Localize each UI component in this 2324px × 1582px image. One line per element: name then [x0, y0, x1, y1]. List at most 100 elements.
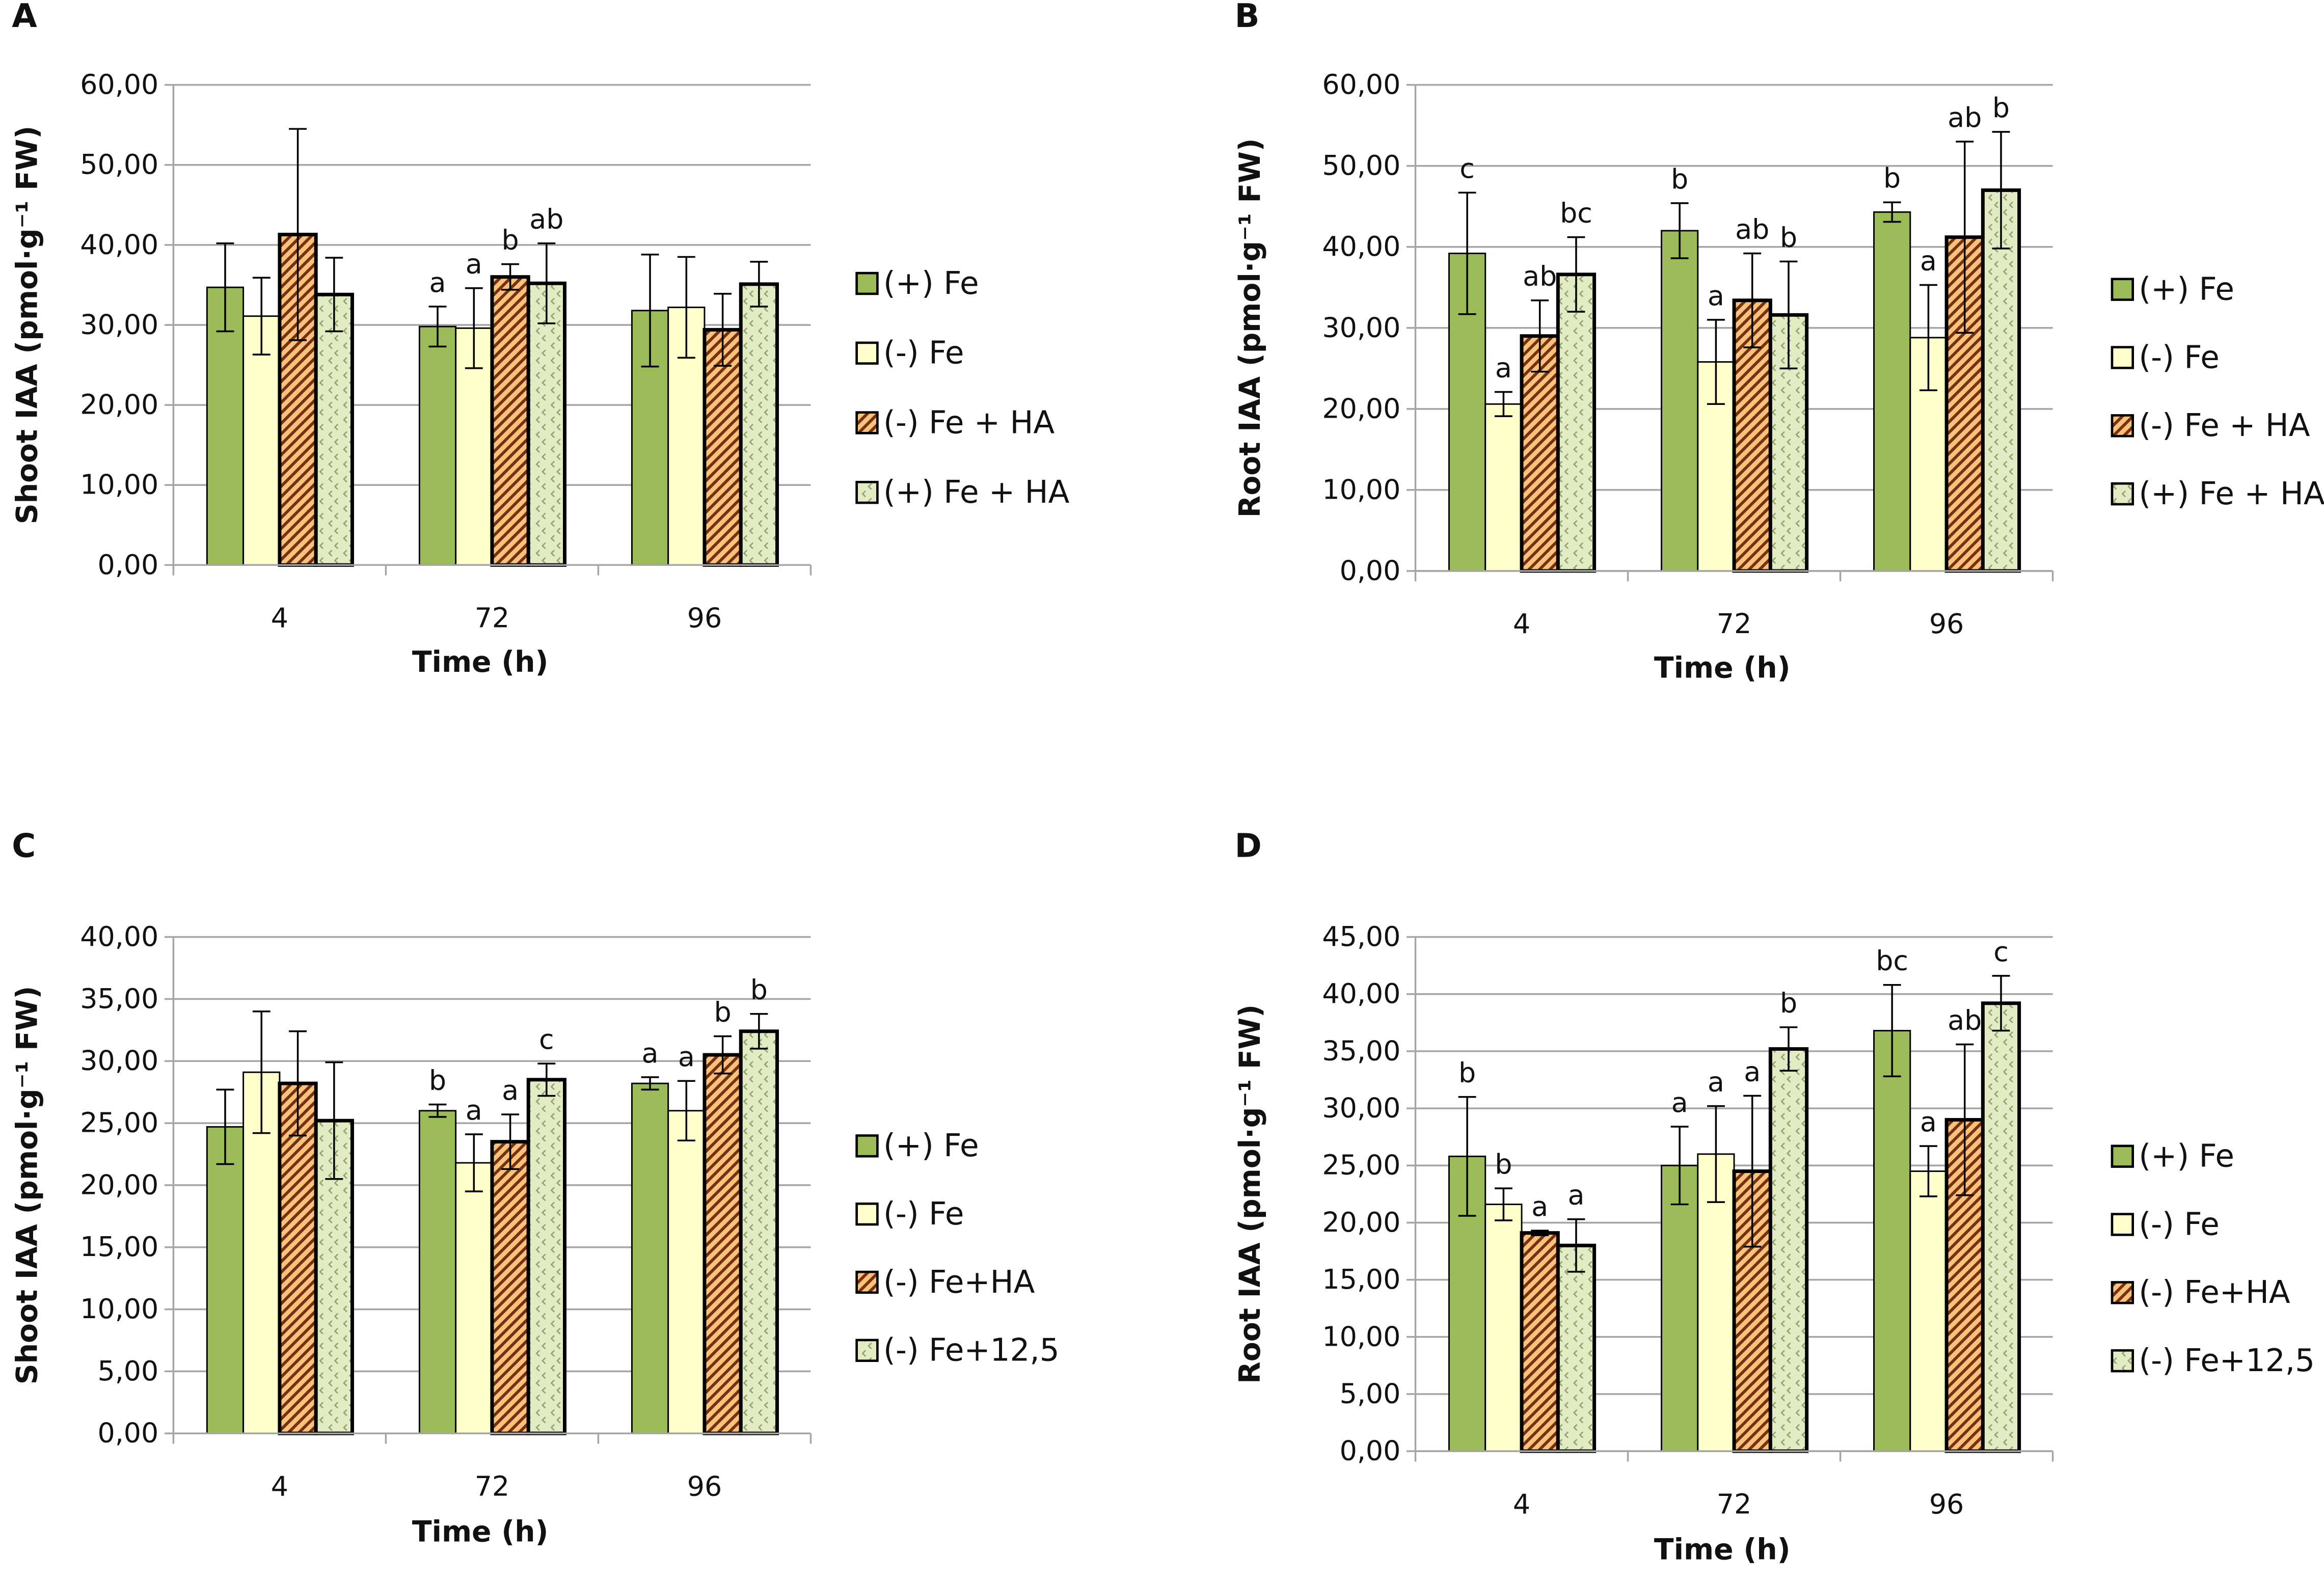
bar-dots: [1556, 1243, 1597, 1453]
y-axis-title: Root IAA (pmol·g⁻¹ FW): [1233, 138, 1267, 517]
legend-label: (-) Fe: [2139, 1206, 2219, 1242]
legend-swatch-hatch: [855, 1270, 879, 1294]
y-tick-label: 20,00: [80, 1168, 158, 1201]
legend-label: (-) Fe: [2139, 339, 2219, 375]
legend-swatch-solid-cream: [855, 341, 879, 365]
legend-swatch-solid-green: [855, 271, 879, 295]
legend-swatch-dots: [2111, 1349, 2134, 1373]
bar-hatch: [490, 1140, 530, 1435]
bar-hatch: [702, 1053, 743, 1435]
legend-label: (-) Fe+12,5: [883, 1332, 1060, 1369]
x-axis-title: Time (h): [412, 1515, 549, 1549]
y-tick-label: 25,00: [1322, 1149, 1400, 1181]
significance-letter: a: [1568, 1179, 1584, 1211]
significance-letter: b: [750, 974, 768, 1006]
x-axis-title: Time (h): [412, 645, 549, 679]
y-axis-title: Root IAA (pmol·g⁻¹ FW): [1233, 1004, 1267, 1384]
bar-dots: [314, 292, 354, 567]
x-axis-title: Time (h): [1654, 651, 1791, 685]
bar-hatch: [490, 275, 530, 567]
significance-letter: a: [678, 1041, 695, 1073]
y-tick-label: 15,00: [1322, 1263, 1400, 1295]
bar-dots: [526, 1078, 566, 1435]
panel-label: B: [1235, 0, 1260, 35]
legend-label: (-) Fe + HA: [883, 404, 1055, 441]
significance-letter: b: [1458, 1057, 1476, 1089]
x-tick-label: 4: [271, 1470, 288, 1502]
x-tick-label: 4: [271, 602, 288, 634]
y-tick-label: 20,00: [80, 389, 158, 421]
bar-dots: [739, 282, 779, 567]
y-tick-label: 5,00: [1340, 1377, 1401, 1409]
x-tick-label: 72: [475, 602, 509, 634]
bar-solid-cream: [1909, 1170, 1948, 1452]
y-tick-label: 35,00: [1322, 1034, 1400, 1067]
y-tick-label: 5,00: [97, 1355, 158, 1387]
significance-letter: a: [1920, 244, 1937, 277]
y-tick-label: 40,00: [1322, 230, 1400, 262]
legend-swatch-solid-green: [2111, 278, 2134, 301]
legend-swatch-solid-cream: [2111, 346, 2134, 369]
y-axis-title: Shoot IAA (pmol·g⁻¹ FW): [11, 986, 44, 1385]
y-tick-label: 10,00: [80, 469, 158, 501]
y-tick-label: 50,00: [80, 148, 158, 180]
y-tick-label: 30,00: [1322, 1092, 1400, 1124]
y-tick-label: 10,00: [1322, 473, 1400, 505]
significance-letter: c: [539, 1023, 554, 1055]
legend-swatch-solid-cream: [855, 1202, 879, 1226]
panel-d: D 0,00 5,00 10,00 15,00 20,00 25,00 30,00 35,00 4…: [1233, 827, 2315, 1566]
significance-letter: a: [1495, 351, 1512, 384]
y-tick-label: 15,00: [80, 1231, 158, 1263]
y-tick-label: 45,00: [1322, 920, 1400, 952]
y-tick-label: 25,00: [80, 1107, 158, 1139]
x-tick-label: 4: [1513, 1488, 1530, 1520]
significance-letter: a: [429, 266, 446, 298]
bar-solid-cream: [455, 1162, 493, 1434]
bar-dots: [739, 1029, 779, 1435]
bar-hatch: [1520, 1231, 1560, 1453]
bar-dots: [526, 281, 566, 567]
y-tick-label: 30,00: [80, 1045, 158, 1077]
panel-label: D: [1235, 827, 1262, 865]
x-tick-label: 96: [1929, 608, 1964, 640]
y-tick-label: 10,00: [1322, 1320, 1400, 1352]
significance-letter: c: [1993, 936, 2009, 968]
y-tick-label: 0,00: [1340, 1435, 1401, 1467]
significance-letter: a: [1671, 1086, 1688, 1119]
significance-letter: a: [1708, 280, 1724, 312]
significance-letter: a: [502, 1074, 519, 1106]
y-axis-title: Shoot IAA (pmol·g⁻¹ FW): [11, 126, 44, 525]
legend-swatch-hatch: [855, 411, 879, 434]
x-tick-label: 72: [475, 1470, 509, 1502]
legend-label: (-) Fe+HA: [2139, 1274, 2290, 1311]
bar-solid-green: [418, 1110, 457, 1434]
legend-swatch-dots: [2111, 482, 2134, 506]
panel-label: A: [12, 0, 37, 35]
bar-solid-green: [1661, 1164, 1699, 1452]
legend-swatch-hatch: [2111, 414, 2134, 438]
x-axis-title: Time (h): [1654, 1533, 1791, 1567]
significance-letter: a: [1531, 1190, 1548, 1222]
significance-letter: b: [714, 996, 732, 1028]
legend-swatch-hatch: [2111, 1281, 2134, 1304]
significance-letter: b: [1780, 221, 1797, 253]
y-tick-label: 60,00: [80, 68, 158, 100]
significance-letter: a: [466, 248, 482, 280]
legend-label: (+) Fe + HA: [2139, 476, 2324, 512]
legend-swatch-solid-green: [2111, 1144, 2134, 1168]
significance-letter: ab: [529, 203, 563, 235]
y-tick-label: 20,00: [1322, 1206, 1400, 1238]
significance-letter: b: [429, 1064, 446, 1096]
significance-letter: a: [1920, 1106, 1937, 1138]
significance-letter: ab: [1948, 1004, 1982, 1036]
significance-letter: c: [1460, 152, 1475, 184]
significance-letter: bc: [1560, 197, 1592, 229]
legend-label: (-) Fe+HA: [883, 1264, 1035, 1300]
bar-solid-green: [1661, 230, 1699, 572]
legend-label: (-) Fe+12,5: [2139, 1343, 2315, 1379]
legend-label: (+) Fe: [883, 1128, 979, 1164]
y-tick-label: 0,00: [97, 1417, 158, 1449]
y-tick-label: 30,00: [1322, 311, 1400, 343]
